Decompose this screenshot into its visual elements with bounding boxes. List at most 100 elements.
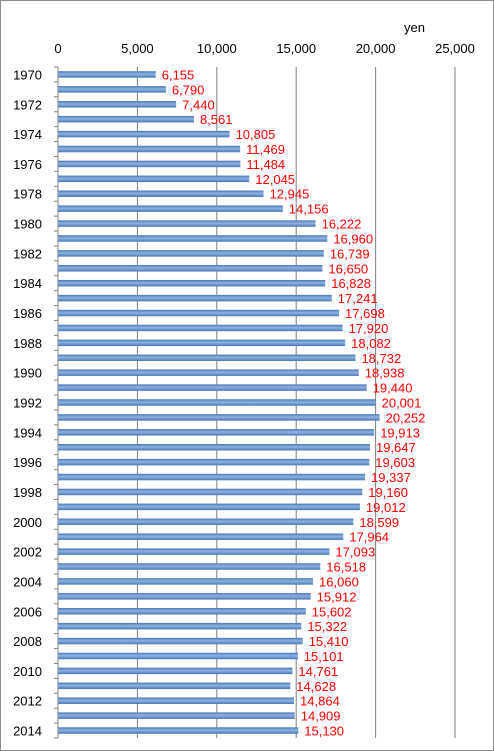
data-label: 17,698 [345,306,385,321]
data-label: 17,241 [338,291,378,306]
value-labels: 6,1556,7907,4408,56110,80511,46911,48412… [162,67,426,738]
bar [58,130,230,138]
data-label: 19,337 [371,470,411,485]
data-label: 16,739 [330,246,370,261]
data-label: 11,469 [246,142,285,157]
data-label: 14,909 [301,709,341,724]
data-label: 12,045 [255,172,295,187]
y-tick-label: 1972 [13,97,42,112]
data-label: 15,322 [307,619,347,634]
data-label: 16,060 [319,574,359,589]
data-label: 15,101 [304,649,344,664]
data-label: 14,628 [296,679,336,694]
y-tick-label: 2006 [13,604,42,619]
bar [58,458,370,466]
bar [58,160,241,168]
bar [58,86,166,93]
bar [58,578,314,585]
bar [58,727,299,734]
y-tick-label: 2010 [13,664,42,679]
data-label: 17,093 [335,545,375,560]
y-tick-label: 2002 [13,545,42,560]
data-label: 12,945 [270,187,310,202]
data-label: 15,602 [312,604,352,619]
y-tick-label: 1996 [13,455,42,470]
data-label: 17,920 [349,321,389,336]
y-tick-label: 1974 [13,127,42,142]
category-labels: 1970 1972 1974 1976 1978 1980 1982 1984 1986 1988… [13,67,42,738]
data-label: 16,828 [331,276,371,291]
bar [58,518,354,526]
data-label: 19,012 [366,500,406,515]
data-label: 16,960 [333,231,373,246]
bar [58,145,241,153]
bar [58,712,295,719]
bar [58,101,177,108]
bar [58,563,321,570]
data-label: 16,222 [322,217,362,232]
data-label: 11,484 [246,157,285,172]
data-label: 19,647 [376,440,416,455]
data-label: 14,156 [289,202,329,217]
bar [58,667,293,675]
unit-label: yen [404,20,425,35]
data-label: 20,001 [382,396,422,411]
bar [58,443,370,451]
bar [58,309,340,317]
data-label: 14,864 [300,694,340,709]
data-label: 15,410 [309,634,349,649]
bar [58,399,376,406]
data-label: 18,938 [365,366,405,381]
y-tick-label: 1994 [13,425,42,440]
bar [58,235,328,242]
bar [58,473,366,481]
y-tick-label: 2008 [13,634,42,649]
bar [58,652,298,660]
data-label: 6,155 [162,67,195,82]
bar [58,354,356,362]
data-label: 18,082 [351,336,391,351]
y-tick-label: 1970 [13,67,42,82]
y-tick-label: 1978 [13,187,42,202]
x-tick-label: 10,000 [197,41,237,56]
bar [58,608,306,615]
bar [58,115,194,123]
bar [58,414,380,421]
bar [58,488,363,496]
x-tick-label: 25,000 [435,41,475,56]
data-label: 17,964 [349,530,389,545]
y-tick-label: 1986 [13,306,42,321]
bar [58,339,346,347]
bar [58,175,250,183]
data-label: 16,650 [328,261,368,276]
x-tick-label: 0 [54,41,61,56]
data-label: 10,805 [236,127,276,142]
data-label: 16,518 [326,560,366,575]
bar [58,220,316,227]
bar [58,384,367,391]
bar [58,622,302,630]
bar [58,697,295,704]
x-tick-label: 5,000 [121,41,154,56]
bar [58,279,326,287]
data-label: 6,790 [172,82,205,97]
bar [58,533,344,540]
y-tick-label: 1976 [13,157,42,172]
bar [58,205,283,212]
bar [58,265,323,272]
data-label: 20,252 [386,410,426,425]
bar [58,71,156,78]
bars [58,71,380,734]
bar [58,637,303,645]
y-tick-label: 2014 [13,724,42,739]
data-label: 19,603 [375,455,415,470]
y-tick-label: 1990 [13,366,42,381]
bar [58,682,291,690]
bar [58,503,360,511]
bar [58,369,359,376]
y-tick-label: 2000 [13,515,42,530]
data-label: 18,599 [359,515,399,530]
x-tick-label: 15,000 [276,41,316,56]
data-label: 15,130 [304,724,344,739]
